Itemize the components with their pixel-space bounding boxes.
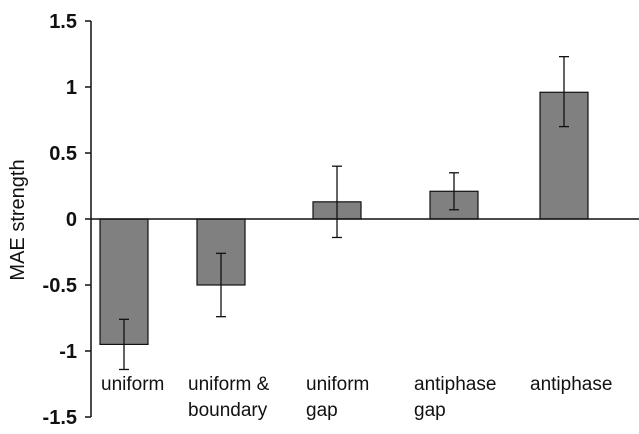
x-category-label: uniform & boundary xyxy=(188,374,270,421)
y-tick-label: -0.5 xyxy=(43,275,77,297)
y-tick-label: -1 xyxy=(59,341,77,363)
x-category-label: uniform xyxy=(101,374,164,395)
x-category-label-line: gap xyxy=(306,400,338,421)
y-tick-label: 1 xyxy=(66,77,77,99)
x-category-label: antiphase gap xyxy=(414,374,496,421)
y-tick-label: 0 xyxy=(66,209,77,231)
x-category-label-line: uniform & xyxy=(188,374,270,395)
x-category-label: antiphase xyxy=(530,374,612,395)
x-category-label-line: uniform xyxy=(306,374,369,395)
y-tick-label: 1.5 xyxy=(49,11,77,33)
x-category-label-line: antiphase xyxy=(530,374,612,395)
x-category-label-line: boundary xyxy=(188,400,268,421)
x-category-label-line: uniform xyxy=(101,374,164,395)
y-tick-label: 0.5 xyxy=(49,143,77,165)
x-category-label: uniform gap xyxy=(306,374,369,421)
y-axis-label: MAE strength xyxy=(7,159,29,280)
x-category-label-line: antiphase xyxy=(414,374,496,395)
x-category-label-line: gap xyxy=(414,400,446,421)
y-tick-label: -1.5 xyxy=(43,407,77,429)
